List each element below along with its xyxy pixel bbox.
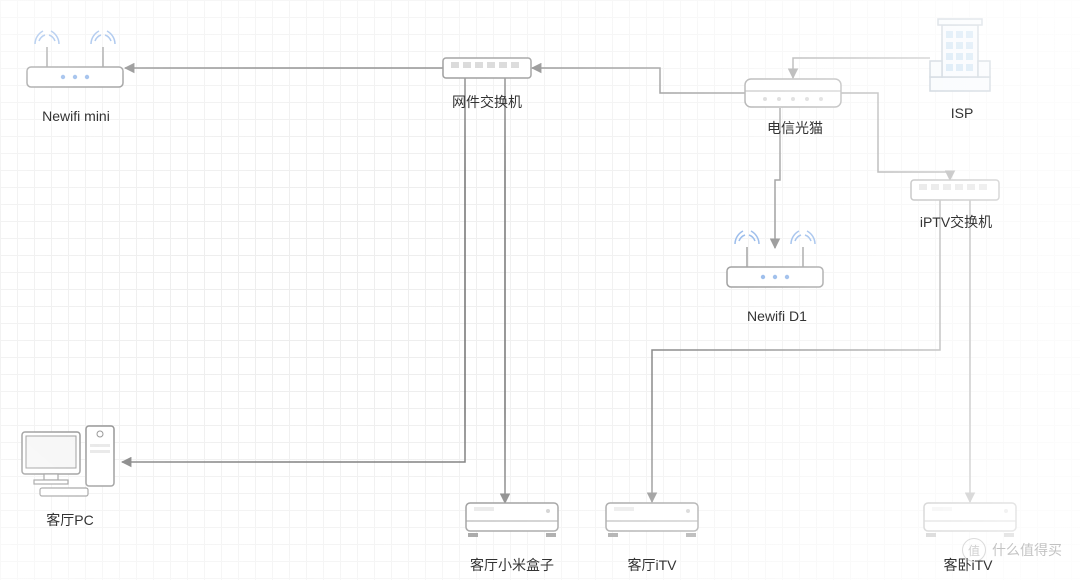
label-isp: ISP (951, 105, 974, 121)
node-livingroom_itv (606, 503, 698, 537)
network-diagram (0, 0, 1080, 580)
node-mibox (466, 503, 558, 537)
edge-modem-iptv_sw (840, 93, 950, 180)
node-iptv_sw (911, 180, 999, 200)
edge-netgear_sw-pc (122, 78, 465, 462)
node-isp (930, 19, 990, 91)
node-netgear_sw (443, 58, 531, 78)
label-newifi-d1: Newifi D1 (747, 308, 807, 324)
edge-iptv_sw-livingroom_itv (652, 200, 940, 502)
edge-modem-netgear_sw (532, 68, 745, 93)
label-netgear-switch: 网件交换机 (452, 92, 522, 112)
label-modem: 电信光猫 (767, 118, 823, 138)
node-newifi_mini (27, 31, 123, 87)
label-bedroom-itv: 客卧iTV (944, 555, 993, 575)
node-pc (22, 426, 114, 496)
label-pc: 客厅PC (46, 510, 93, 530)
edges (122, 58, 970, 503)
label-livingroom-itv: 客厅iTV (628, 555, 677, 575)
label-mibox: 客厅小米盒子 (470, 555, 554, 575)
node-modem (745, 79, 841, 107)
label-iptv-switch: iPTV交换机 (920, 212, 992, 232)
node-bedroom_itv (924, 503, 1016, 537)
label-newifi-mini: Newifi mini (42, 108, 110, 124)
edge-isp-modem (793, 58, 930, 78)
